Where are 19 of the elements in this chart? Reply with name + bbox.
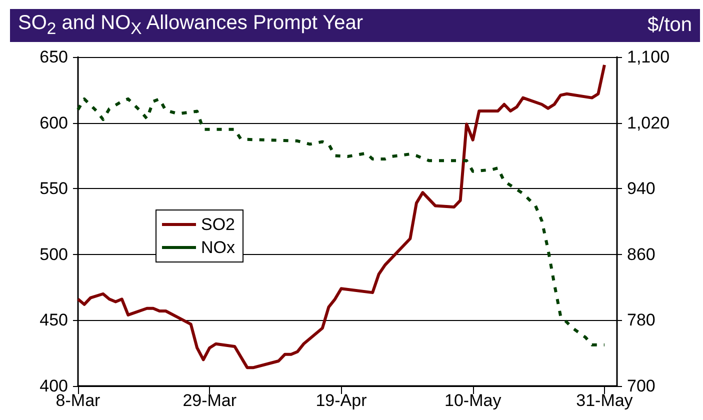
x-tick-label: 10-May — [444, 391, 502, 410]
y-tick-label: 500 — [40, 244, 68, 264]
y2-tick-label: 860 — [627, 244, 656, 264]
y-tick-label: 450 — [40, 310, 68, 330]
y2-tick-label: 1,100 — [627, 48, 670, 66]
legend-label: SO2 — [201, 215, 236, 234]
line-series — [76, 97, 606, 346]
x-tick-label: 19-Apr — [316, 391, 368, 410]
y-tick-label: 550 — [40, 179, 68, 198]
y-tick-label: 650 — [40, 48, 68, 66]
y-tick-label: 600 — [40, 113, 68, 132]
y2-tick-label: 1,020 — [627, 113, 670, 132]
y2-tick-label: 780 — [627, 310, 656, 330]
legend-label: NOx — [201, 238, 236, 257]
x-tick-label: 29-Mar — [182, 391, 237, 410]
y2-tick-label: 940 — [627, 179, 656, 198]
y2-axis-title: $/ton — [648, 14, 692, 37]
line-series — [76, 63, 606, 370]
chart-title: SO$_{2}$ and NO$_{X}$ Allowances Prompt Year — [18, 12, 364, 39]
